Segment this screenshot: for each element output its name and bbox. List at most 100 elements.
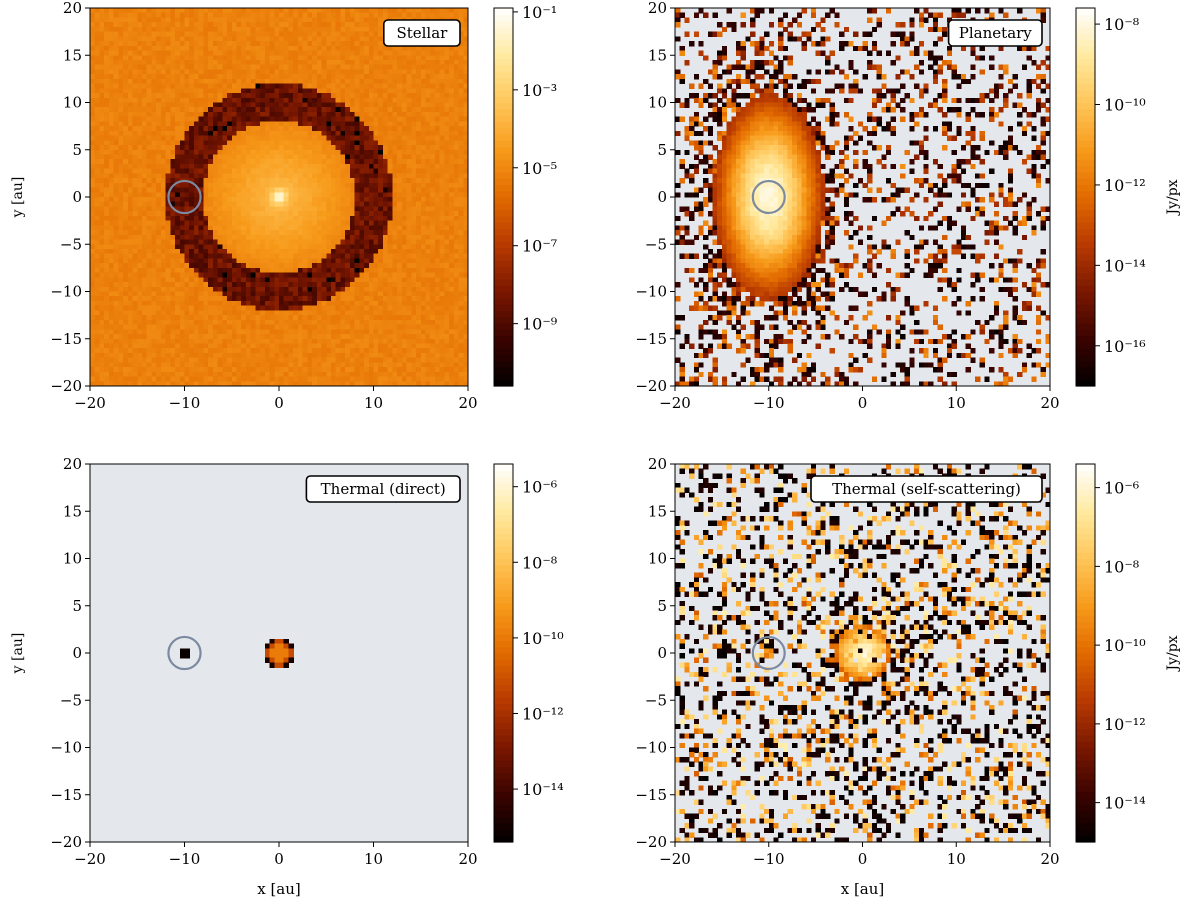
heatmap-cell xyxy=(382,50,389,56)
heatmap-cell xyxy=(312,111,318,118)
heatmap-cell xyxy=(458,26,464,33)
heatmap-cell xyxy=(274,121,280,127)
heatmap-cell xyxy=(439,277,445,283)
heatmap-cell xyxy=(463,267,469,274)
heatmap-cell xyxy=(279,296,285,302)
heatmap-cell xyxy=(368,182,375,189)
heatmap-cell xyxy=(463,8,469,14)
heatmap-cell xyxy=(382,107,389,113)
heatmap-cell xyxy=(340,116,346,122)
heatmap-cell xyxy=(411,291,417,297)
heatmap-cell xyxy=(449,211,455,217)
heatmap-cell xyxy=(335,31,342,37)
heatmap-cell xyxy=(326,263,332,269)
heatmap-cell xyxy=(123,126,129,132)
heatmap-cell xyxy=(297,163,304,170)
heatmap-cell xyxy=(364,234,370,241)
heatmap-cell xyxy=(335,130,342,137)
heatmap-cell xyxy=(359,230,365,236)
heatmap-cell xyxy=(160,69,167,75)
heatmap-cell xyxy=(189,130,195,137)
heatmap-cell xyxy=(165,126,171,132)
heatmap-cell xyxy=(274,8,280,14)
heatmap-cell xyxy=(283,197,290,203)
heatmap-cell xyxy=(420,192,427,198)
heatmap-cell xyxy=(118,244,124,250)
heatmap-cell xyxy=(193,286,200,293)
heatmap-cell xyxy=(378,277,384,283)
heatmap-cell xyxy=(193,45,200,52)
heatmap-cell xyxy=(312,140,318,146)
heatmap-cell xyxy=(165,159,171,165)
heatmap-cell xyxy=(439,88,445,94)
heatmap-cell xyxy=(359,102,365,108)
heatmap-cell xyxy=(420,244,427,250)
heatmap-cell xyxy=(373,267,379,274)
heatmap-cell xyxy=(189,111,195,118)
heatmap-cell xyxy=(449,206,455,212)
heatmap-cell xyxy=(264,258,271,264)
heatmap-cell xyxy=(156,187,162,193)
heatmap-cell xyxy=(416,74,422,80)
heatmap-cell xyxy=(401,234,408,241)
heatmap-cell xyxy=(288,211,294,217)
heatmap-cell xyxy=(198,220,204,226)
heatmap-cell xyxy=(401,225,408,231)
heatmap-cell xyxy=(373,291,379,297)
heatmap-cell xyxy=(349,296,356,302)
heatmap-cell xyxy=(425,192,431,198)
heatmap-cell xyxy=(359,272,365,278)
heatmap-cell xyxy=(430,126,436,132)
heatmap-cell xyxy=(227,145,233,151)
heatmap-cell xyxy=(260,121,266,127)
heatmap-cell xyxy=(378,272,384,278)
heatmap-cell xyxy=(141,74,148,80)
heatmap-cell xyxy=(255,192,261,198)
heatmap-cell xyxy=(397,97,403,104)
heatmap-cell xyxy=(189,55,195,61)
heatmap-cell xyxy=(160,173,167,179)
heatmap-cell xyxy=(160,59,167,66)
heatmap-cell xyxy=(269,130,275,137)
heatmap-cell xyxy=(364,12,370,19)
heatmap-cell xyxy=(354,36,360,42)
heatmap-cell xyxy=(104,277,110,283)
heatmap-cell xyxy=(307,230,313,236)
heatmap-cell xyxy=(189,31,195,37)
heatmap-cell xyxy=(99,187,105,193)
heatmap-cell xyxy=(198,168,204,174)
heatmap-cell xyxy=(222,178,228,184)
heatmap-cell xyxy=(416,234,422,241)
heatmap-cell xyxy=(340,97,346,104)
heatmap-cell xyxy=(293,140,299,146)
heatmap-cell xyxy=(104,291,110,297)
heatmap-cell xyxy=(184,225,190,231)
heatmap-cell xyxy=(274,258,280,264)
heatmap-cell xyxy=(269,230,275,236)
heatmap-cell xyxy=(241,206,247,212)
heatmap-cell xyxy=(241,17,247,23)
heatmap-cell xyxy=(127,248,134,255)
heatmap-cell xyxy=(444,201,450,208)
heatmap-cell xyxy=(430,93,436,99)
heatmap-cell xyxy=(255,74,261,80)
heatmap-cell xyxy=(94,69,101,75)
heatmap-cell xyxy=(349,97,356,104)
heatmap-cell xyxy=(151,12,157,19)
heatmap-cell xyxy=(90,107,96,113)
heatmap-cell xyxy=(373,69,379,75)
heatmap-cell xyxy=(274,163,280,170)
heatmap-cell xyxy=(349,17,356,23)
heatmap-cell xyxy=(279,22,285,28)
heatmap-cell xyxy=(198,239,204,245)
heatmap-cell xyxy=(222,107,228,113)
heatmap-cell xyxy=(378,50,384,56)
heatmap-cell xyxy=(118,121,124,127)
heatmap-cell xyxy=(387,135,393,141)
heatmap-cell xyxy=(118,239,124,245)
heatmap-cell xyxy=(340,178,346,184)
heatmap-cell xyxy=(179,116,186,122)
heatmap-cell xyxy=(378,178,384,184)
heatmap-cell xyxy=(108,173,115,179)
heatmap-cell xyxy=(193,97,200,104)
